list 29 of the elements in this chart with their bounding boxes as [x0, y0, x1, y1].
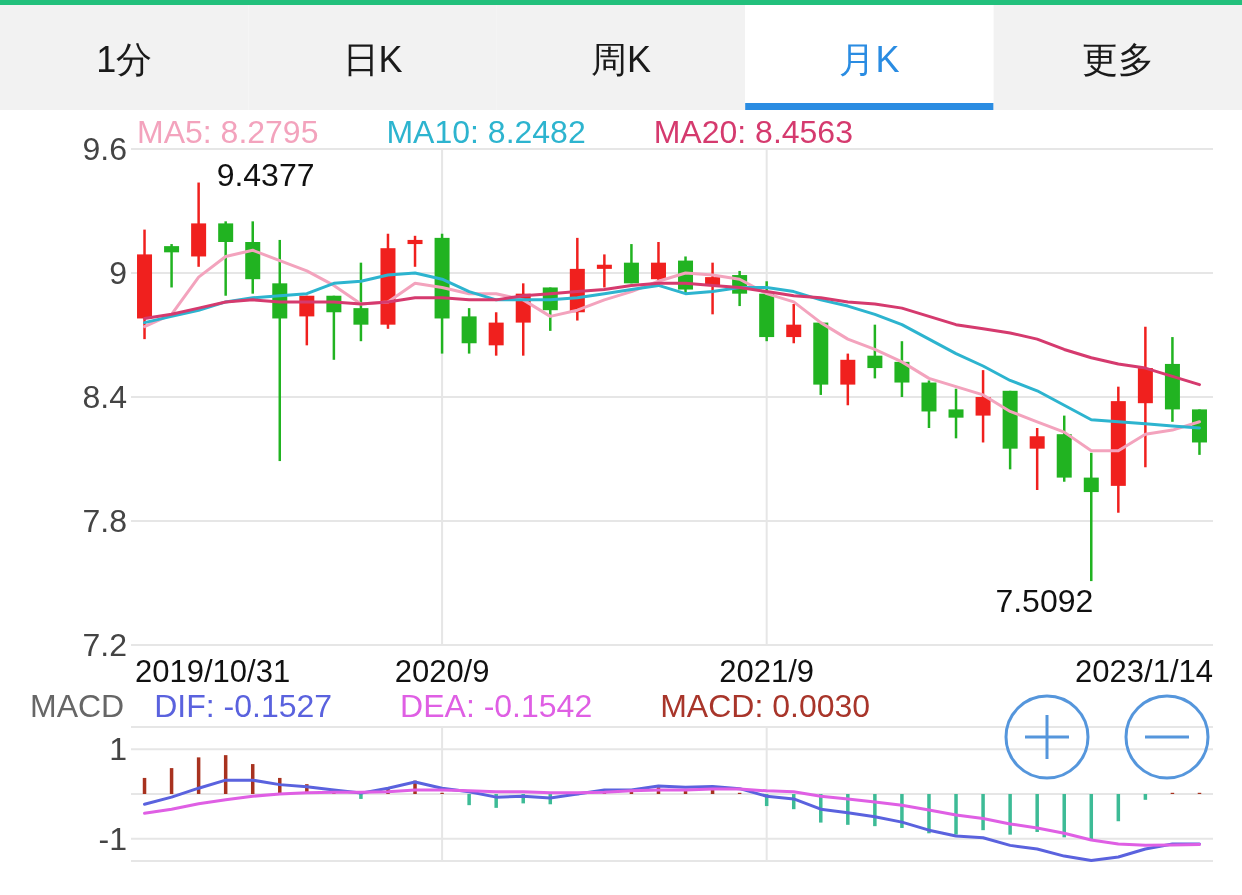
series-label: MACD: 0.0030: [660, 688, 871, 724]
y-tick-label: 1: [109, 731, 127, 768]
y-tick-label: 7.2: [82, 627, 127, 663]
tab: 周K: [496, 5, 746, 110]
text: MA10: 8.2482: [386, 114, 586, 150]
text: MA20: 8.4563: [653, 114, 853, 150]
y-tick-label: 8.4: [82, 379, 127, 415]
text: DIF: -0.1527: [154, 688, 333, 724]
category-label: 月K: [839, 39, 900, 80]
text: 2019/10/31: [135, 654, 291, 689]
text: 2023/1/14: [1075, 654, 1213, 689]
tab: 更多: [993, 5, 1242, 110]
category-label: 更多: [1081, 39, 1154, 80]
y-tick-label: -1: [98, 820, 127, 857]
tab: 1分: [0, 5, 249, 110]
y-tick-label: 9: [109, 255, 127, 291]
category-label: 1分: [96, 39, 153, 80]
annotation: 7.5092: [995, 583, 1094, 620]
y-tick-label: 9.6: [82, 131, 127, 167]
text: DEA: -0.1542: [400, 688, 593, 724]
chart-title: MACD: [30, 688, 125, 724]
text: MA5: 8.2795: [137, 114, 319, 150]
annotation: 9.4377: [216, 156, 315, 193]
tab: 日K: [248, 5, 497, 110]
x-tick-label: 2021/9: [719, 654, 815, 689]
x-tick-label: 2020/9: [394, 654, 490, 689]
category-label: 日K: [342, 39, 403, 80]
category-label: 周K: [590, 39, 652, 80]
y-tick-label: 7.8: [82, 503, 127, 539]
